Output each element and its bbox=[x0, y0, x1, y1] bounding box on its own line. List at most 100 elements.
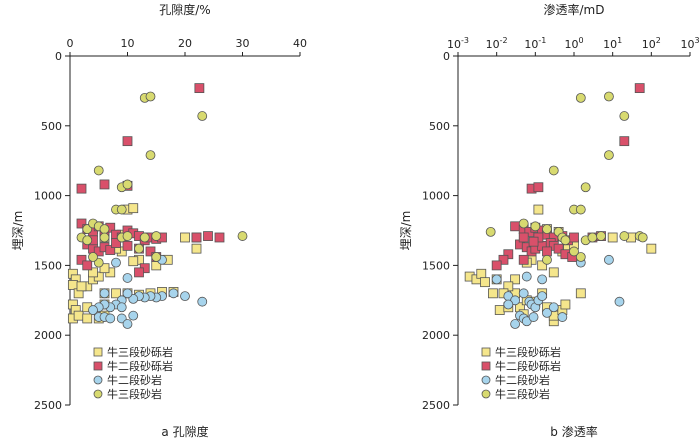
data-point bbox=[607, 232, 618, 243]
data-point bbox=[180, 232, 190, 243]
data-point bbox=[76, 281, 87, 292]
permeability-x-tick-label: 10-1 bbox=[524, 36, 546, 51]
data-point bbox=[76, 183, 87, 194]
data-point bbox=[111, 257, 121, 268]
data-point bbox=[491, 274, 502, 285]
data-point bbox=[88, 267, 98, 278]
legend-label: 牛三段砂砾岩 bbox=[107, 345, 173, 359]
data-point bbox=[197, 296, 208, 307]
data-point bbox=[498, 254, 509, 265]
data-point bbox=[575, 92, 586, 103]
permeability-caption: b 渗透率 bbox=[550, 424, 597, 439]
data-point bbox=[528, 236, 539, 247]
permeability-x-tick-label: 10-3 bbox=[447, 36, 469, 51]
legend-item: 牛二段砂岩 bbox=[481, 373, 550, 387]
porosity-y-tick-label: 1000 bbox=[34, 190, 62, 203]
data-point bbox=[619, 231, 630, 241]
porosity-y-tick-label: 2000 bbox=[34, 329, 62, 342]
legend-marker bbox=[93, 375, 103, 385]
legend-marker bbox=[93, 389, 103, 399]
permeability-y-tick-label: 2000 bbox=[422, 329, 450, 342]
data-point bbox=[99, 224, 110, 235]
data-point bbox=[134, 267, 144, 278]
data-point bbox=[580, 182, 591, 193]
data-point bbox=[575, 252, 586, 262]
legend-marker bbox=[481, 375, 491, 385]
legend-item: 牛三段砂砾岩 bbox=[481, 345, 561, 359]
data-point bbox=[548, 165, 559, 176]
data-point bbox=[510, 221, 521, 232]
permeability-x-axis-title: 渗透率/mD bbox=[544, 2, 605, 17]
data-point bbox=[122, 240, 133, 251]
data-point bbox=[488, 288, 498, 299]
permeability-y-tick-label: 0 bbox=[443, 50, 450, 63]
data-point bbox=[122, 136, 133, 147]
legend-item: 牛二段砂砾岩 bbox=[93, 359, 173, 373]
data-point bbox=[560, 299, 571, 310]
legend-label: 牛二段砂砾岩 bbox=[107, 359, 173, 373]
data-point bbox=[191, 243, 202, 254]
data-point bbox=[194, 83, 205, 94]
data-point bbox=[510, 274, 521, 285]
permeability-panel: 10-3 10-2 10-1 100 101 102 103 0 500 1000 1500 2000… bbox=[399, 2, 700, 439]
data-point bbox=[634, 83, 645, 94]
legend-item: 牛三段砂岩 bbox=[481, 387, 550, 401]
porosity-y-tick-label: 0 bbox=[55, 50, 62, 63]
legend-item: 牛三段砂岩 bbox=[93, 387, 162, 401]
legend-marker bbox=[481, 389, 491, 399]
data-point bbox=[575, 288, 586, 299]
porosity-x-tick-label: 40 bbox=[293, 37, 307, 50]
porosity-series-4 bbox=[76, 91, 248, 268]
porosity-y-tick-label: 500 bbox=[41, 120, 62, 133]
data-point bbox=[116, 302, 127, 313]
data-point bbox=[604, 150, 614, 161]
data-point bbox=[510, 319, 521, 329]
data-point bbox=[122, 231, 133, 241]
data-point bbox=[533, 182, 544, 193]
data-point bbox=[203, 231, 213, 241]
data-point bbox=[88, 252, 98, 262]
legend-item: 牛二段砂岩 bbox=[93, 373, 162, 387]
data-point bbox=[88, 305, 98, 315]
data-point bbox=[128, 310, 139, 321]
data-point bbox=[116, 204, 127, 215]
data-point bbox=[105, 245, 116, 255]
permeability-y-tick-label: 2500 bbox=[422, 399, 450, 412]
data-point bbox=[99, 232, 110, 243]
data-point bbox=[518, 218, 529, 229]
data-point bbox=[139, 232, 150, 243]
data-point bbox=[575, 204, 586, 215]
data-point bbox=[604, 254, 614, 265]
porosity-x-axis-title: 孔隙度/% bbox=[159, 2, 210, 17]
porosity-caption: a 孔隙度 bbox=[161, 424, 208, 439]
data-point bbox=[537, 274, 548, 285]
legend-marker bbox=[93, 361, 103, 371]
data-point bbox=[476, 268, 487, 279]
data-point bbox=[614, 296, 625, 307]
data-point bbox=[122, 273, 133, 283]
data-point bbox=[128, 203, 139, 214]
data-point bbox=[537, 260, 548, 271]
data-point bbox=[134, 243, 144, 254]
data-point bbox=[76, 254, 87, 265]
data-point bbox=[151, 252, 162, 262]
data-point bbox=[604, 91, 614, 102]
data-point bbox=[491, 260, 502, 271]
data-point bbox=[542, 224, 552, 235]
legend-item: 牛二段砂砾岩 bbox=[481, 359, 561, 373]
data-point bbox=[560, 235, 571, 246]
porosity-x-tick-label: 30 bbox=[236, 37, 250, 50]
data-point bbox=[122, 179, 133, 190]
data-point bbox=[145, 246, 156, 257]
legend-marker bbox=[481, 361, 491, 371]
data-point bbox=[542, 246, 552, 257]
data-point bbox=[530, 221, 541, 232]
data-point bbox=[569, 232, 579, 243]
legend-label: 牛三段砂岩 bbox=[495, 387, 550, 401]
data-point bbox=[542, 307, 552, 318]
data-point bbox=[145, 91, 156, 102]
data-point bbox=[82, 235, 93, 246]
legend-label: 牛二段砂岩 bbox=[107, 373, 162, 387]
data-point bbox=[480, 277, 490, 288]
